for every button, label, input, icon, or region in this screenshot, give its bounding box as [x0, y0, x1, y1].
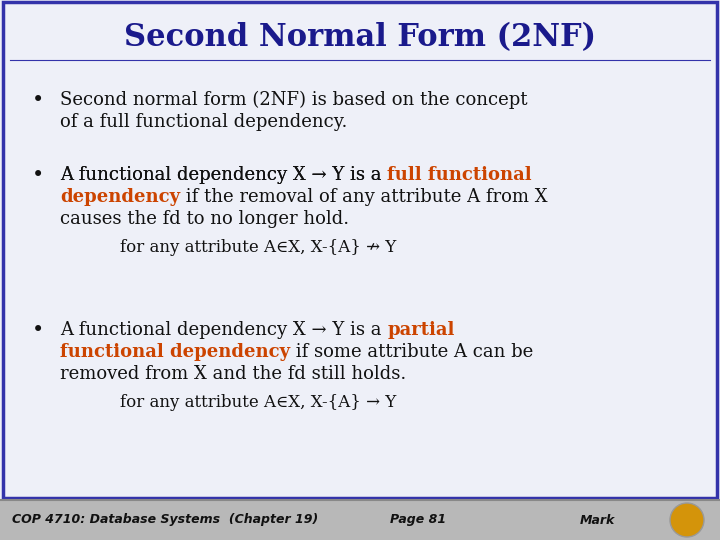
Text: of a full functional dependency.: of a full functional dependency. — [60, 113, 347, 131]
Circle shape — [670, 503, 704, 537]
Text: A functional dependency X → Y is a: A functional dependency X → Y is a — [60, 321, 387, 339]
Text: dependency: dependency — [60, 188, 180, 206]
Text: causes the fd to no longer hold.: causes the fd to no longer hold. — [60, 210, 349, 228]
Text: •: • — [32, 320, 44, 340]
Text: if the removal of any attribute A from X: if the removal of any attribute A from X — [180, 188, 548, 206]
Text: Mark: Mark — [580, 514, 616, 526]
Text: for any attribute A∈X, X-{A} → Y: for any attribute A∈X, X-{A} → Y — [120, 394, 396, 411]
Text: partial: partial — [387, 321, 454, 339]
Text: •: • — [32, 165, 44, 185]
Text: •: • — [32, 90, 44, 110]
Text: Page 81: Page 81 — [390, 514, 446, 526]
Text: if some attribute A can be: if some attribute A can be — [290, 343, 534, 361]
Text: Second Normal Form (2NF): Second Normal Form (2NF) — [124, 23, 596, 53]
Text: Second normal form (2NF) is based on the concept: Second normal form (2NF) is based on the… — [60, 91, 528, 109]
Text: for any attribute A∈X, X-{A} ↛ Y: for any attribute A∈X, X-{A} ↛ Y — [120, 239, 396, 256]
Text: COP 4710: Database Systems  (Chapter 19): COP 4710: Database Systems (Chapter 19) — [12, 514, 318, 526]
Bar — [0, 500, 720, 540]
Text: A functional dependency X → Y is a: A functional dependency X → Y is a — [60, 166, 387, 184]
Text: functional dependency: functional dependency — [60, 343, 290, 361]
Text: removed from X and the fd still holds.: removed from X and the fd still holds. — [60, 365, 406, 383]
Text: full functional: full functional — [387, 166, 532, 184]
Text: A functional dependency X → Y is a: A functional dependency X → Y is a — [60, 166, 387, 184]
